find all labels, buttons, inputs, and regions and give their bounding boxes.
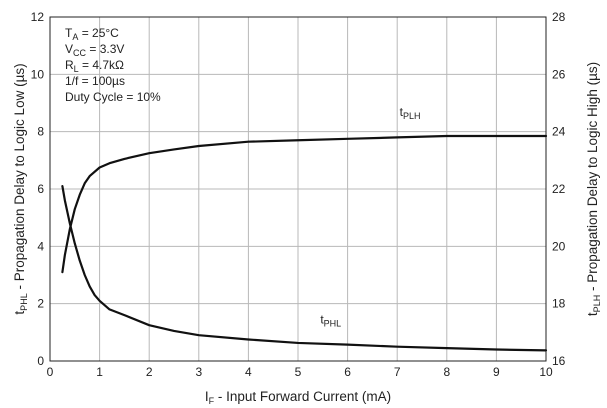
x-tick-label: 5: [295, 365, 302, 379]
condition-line: RL = 4.7kΩ: [65, 58, 124, 74]
x-tick-label: 0: [47, 365, 54, 379]
condition-line: TA = 25°C: [65, 26, 119, 42]
x-tick-label: 10: [539, 365, 553, 379]
x-tick-labels: 0 1 2 3 4 5 6 7 8 9 10: [47, 365, 553, 379]
y-left-tick-labels: 0 2 4 6 8 10 12: [31, 10, 45, 368]
x-tick-label: 4: [245, 365, 252, 379]
y-right-tick-label: 24: [552, 125, 566, 139]
y-right-axis-label: tPLH - Propagation Delay to Logic High (…: [585, 62, 602, 316]
y-right-tick-label: 18: [552, 297, 566, 311]
x-tick-label: 1: [96, 365, 103, 379]
series-lines: [61, 134, 548, 352]
x-tick-label: 8: [443, 365, 450, 379]
y-left-tick-label: 4: [37, 239, 44, 253]
y-right-tick-labels: 16 18 20 22 24 26 28: [552, 10, 566, 368]
series-labels: tPLH tPHL: [320, 105, 420, 329]
x-tick-label: 3: [195, 365, 202, 379]
y-right-tick-label: 22: [552, 182, 566, 196]
condition-line: VCC = 3.3V: [65, 42, 124, 58]
condition-line: 1/f = 100µs: [65, 74, 125, 88]
y-left-tick-label: 10: [31, 67, 45, 81]
y-left-tick-label: 2: [37, 297, 44, 311]
series-line-phl: [61, 185, 548, 352]
y-left-tick-label: 0: [37, 354, 44, 368]
plot-frame: [49, 16, 547, 362]
y-left-tick-label: 12: [31, 10, 45, 24]
y-right-tick-label: 16: [552, 354, 566, 368]
y-left-tick-label: 8: [37, 125, 44, 139]
x-tick-label: 7: [394, 365, 401, 379]
series-label-plh: tPLH: [400, 105, 421, 121]
gridlines: [50, 17, 546, 361]
x-tick-label: 2: [146, 365, 153, 379]
series-label-phl: tPHL: [320, 313, 341, 329]
condition-line: Duty Cycle = 10%: [65, 90, 161, 104]
y-left-axis-label: tPHL - Propagation Delay to Logic Low (µ…: [12, 63, 29, 314]
x-axis-label: IF - Input Forward Current (mA): [205, 389, 391, 406]
y-right-tick-label: 20: [552, 239, 566, 253]
y-left-tick-label: 6: [37, 182, 44, 196]
y-right-tick-label: 26: [552, 67, 566, 81]
series-line-plh: [61, 134, 548, 274]
x-tick-label: 9: [493, 365, 500, 379]
x-tick-label: 6: [344, 365, 351, 379]
y-right-tick-label: 28: [552, 10, 566, 24]
